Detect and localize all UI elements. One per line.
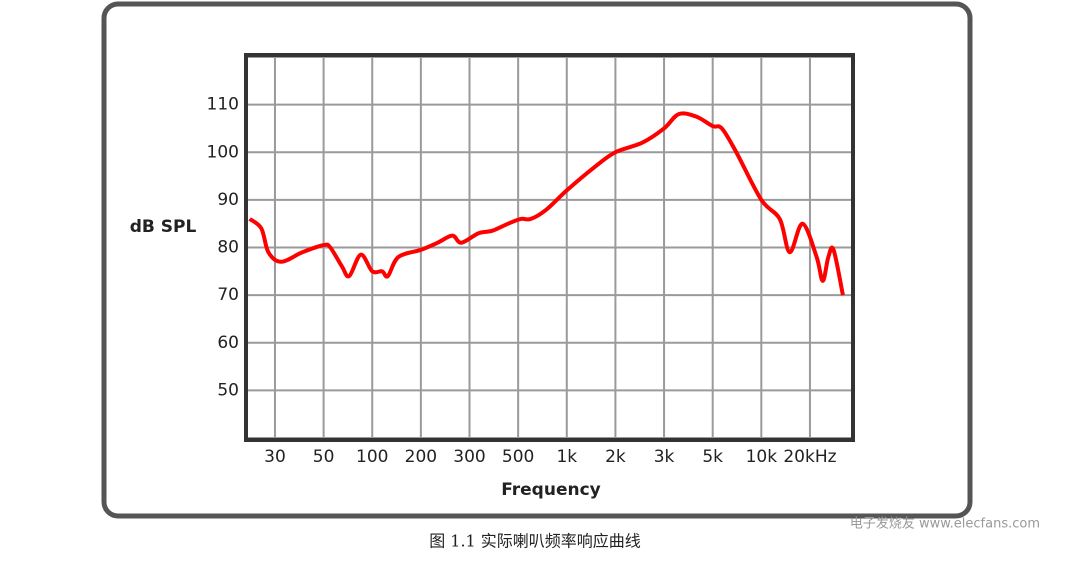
x-tick-label: 200 xyxy=(405,447,437,467)
y-tick-label: 50 xyxy=(217,380,239,400)
y-axis-label: dB SPL xyxy=(130,217,197,237)
x-tick-label: 100 xyxy=(356,447,388,467)
x-tick-label: 1k xyxy=(556,447,577,467)
x-tick-label: 5k xyxy=(702,447,723,467)
x-tick-label: 20kHz xyxy=(783,447,836,467)
data-line xyxy=(248,111,845,296)
x-tick-label: 300 xyxy=(453,447,485,467)
x-tick-label: 2k xyxy=(605,447,626,467)
watermark: 电子发烧友 www.elecfans.com xyxy=(850,516,1040,532)
x-tick-label: 50 xyxy=(313,447,335,467)
y-tick-label: 70 xyxy=(217,285,239,305)
y-tick-label: 110 xyxy=(207,95,239,115)
plot-frame xyxy=(244,53,855,442)
y-tick-label: 60 xyxy=(217,333,239,353)
caption: 图 1.1 实际喇叭频率响应曲线 xyxy=(429,532,641,551)
x-tick-label: 10k xyxy=(746,447,778,467)
y-tick-label: 90 xyxy=(217,190,239,210)
x-tick-label: 30 xyxy=(264,447,286,467)
x-tick-label: 500 xyxy=(502,447,534,467)
frame xyxy=(101,1,973,519)
y-tick-label: 100 xyxy=(207,142,239,162)
x-tick-label: 3k xyxy=(654,447,675,467)
y-tick-label: 80 xyxy=(217,238,239,258)
x-axis-label: Frequency xyxy=(501,480,601,500)
